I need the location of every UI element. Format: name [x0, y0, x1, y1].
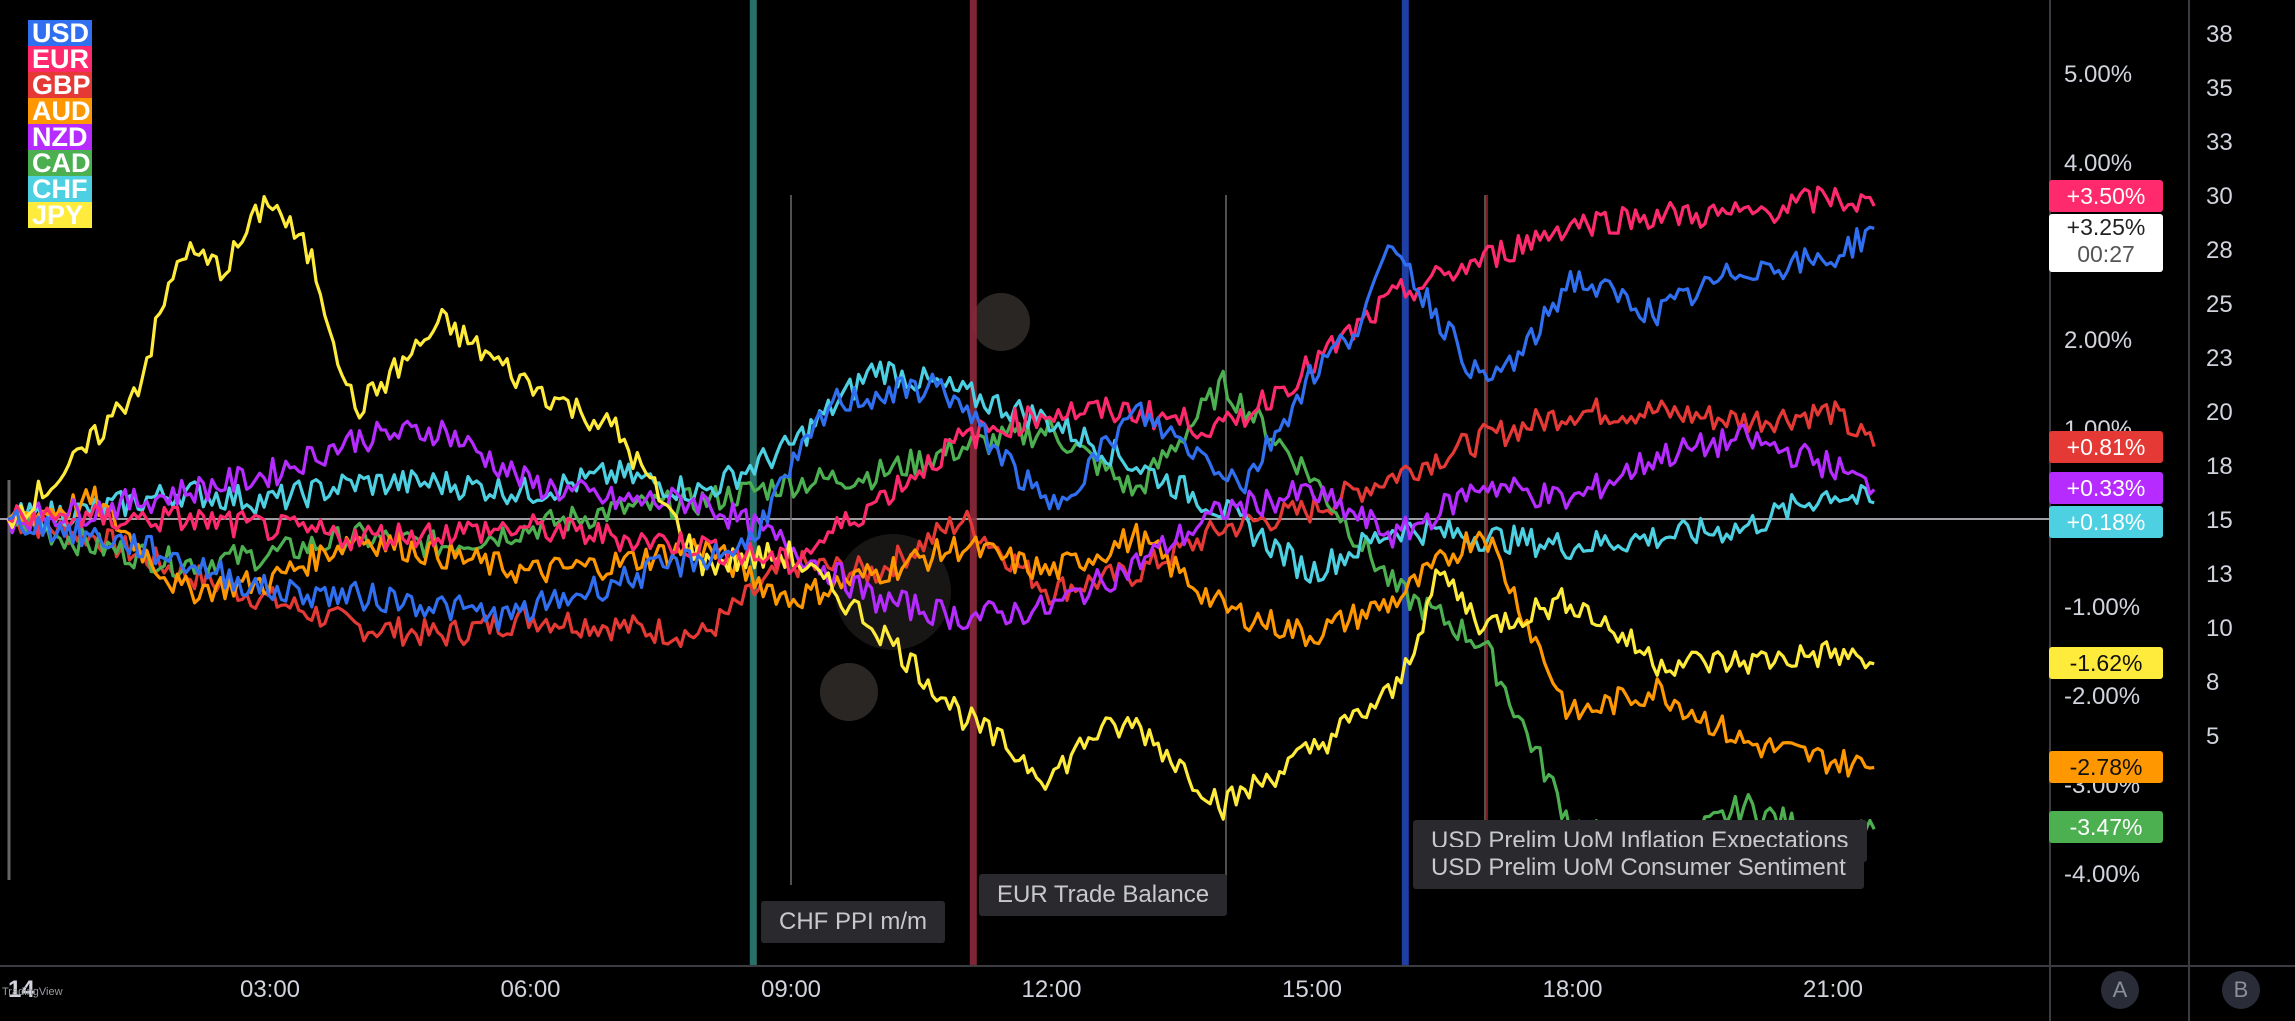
value-tag-chf: +0.18% — [2049, 506, 2163, 538]
series-line-gbp — [7, 397, 1876, 649]
legend-item-gbp[interactable]: GBP — [28, 72, 92, 99]
series-line-eur — [7, 185, 1876, 575]
y-tick-pct: 5.00% — [2064, 61, 2133, 88]
legend-item-jpy[interactable]: JPY — [28, 202, 92, 229]
event-label-1[interactable]: EUR Trade Balance — [979, 874, 1228, 916]
value-tag-gbp: +0.81% — [2049, 431, 2163, 463]
tradingview-watermark: TradingView — [2, 986, 63, 998]
y-tick-right: 33 — [2206, 129, 2233, 156]
legend-item-usd[interactable]: USD — [28, 20, 92, 47]
series-line-usd — [7, 225, 1875, 632]
y-tick-right: 5 — [2206, 723, 2220, 750]
y-tick-pct: -1.00% — [2064, 594, 2141, 621]
y-tick-pct: 2.00% — [2064, 327, 2133, 354]
y-tick-right: 35 — [2206, 75, 2233, 102]
y-tick-pct: -4.00% — [2064, 861, 2141, 888]
scale-a-button[interactable]: A — [2101, 971, 2139, 1009]
x-tick-label: 09:00 — [760, 976, 822, 1003]
value-tag-usd: +3.25% 00:27 — [2049, 214, 2163, 272]
chart-legend: USD EUR GBP AUD NZD CAD CHF JPY — [28, 20, 92, 229]
x-tick-label: 15:00 — [1281, 976, 1343, 1003]
scale-b-button[interactable]: B — [2222, 971, 2260, 1009]
y-tick-right: 38 — [2206, 21, 2233, 48]
value-tag-cad: -3.47% — [2049, 811, 2163, 843]
y-tick-right: 15 — [2206, 507, 2233, 534]
y-tick-right: 18 — [2206, 453, 2233, 480]
x-tick-label: 21:00 — [1802, 976, 1864, 1003]
legend-item-chf[interactable]: CHF — [28, 176, 92, 203]
event-label-0[interactable]: CHF PPI m/m — [761, 901, 945, 943]
value-tag-aud: -2.78% — [2049, 751, 2163, 783]
x-tick-label: 18:00 — [1542, 976, 1603, 1003]
y-tick-right: 10 — [2206, 615, 2233, 642]
y-tick-right: 8 — [2206, 669, 2220, 696]
y-tick-right: 13 — [2206, 561, 2233, 588]
x-start-label: 14 — [8, 976, 35, 1003]
legend-item-aud[interactable]: AUD — [28, 98, 92, 125]
event-line-0 — [749, 0, 757, 965]
legend-item-cad[interactable]: CAD — [28, 150, 92, 177]
y-tick-right: 28 — [2206, 237, 2233, 264]
series-line-jpy — [6, 195, 1875, 821]
y-tick-pct: 4.00% — [2064, 150, 2133, 177]
value-tag-jpy: -1.62% — [2049, 647, 2163, 679]
legend-item-nzd[interactable]: NZD — [28, 124, 92, 151]
y-tick-right: 30 — [2206, 183, 2233, 210]
x-tick-label: 03:00 — [239, 976, 301, 1003]
event-line-2 — [1401, 0, 1409, 965]
value-tag-eur: +3.50% — [2049, 180, 2163, 212]
x-tick-label: 06:00 — [500, 976, 561, 1003]
y-tick-right: 20 — [2206, 399, 2233, 426]
legend-item-eur[interactable]: EUR — [28, 46, 92, 73]
event-line-1 — [969, 0, 977, 965]
event-label-3[interactable]: USD Prelim UoM Consumer Sentiment — [1413, 847, 1864, 889]
series-line-aud — [7, 485, 1875, 778]
x-tick-label: 12:00 — [1021, 976, 1082, 1003]
series-line-nzd — [6, 419, 1876, 631]
value-tag-nzd: +0.33% — [2049, 472, 2163, 504]
y-tick-right: 23 — [2206, 345, 2233, 372]
y-tick-right: 25 — [2206, 291, 2233, 318]
y-tick-pct: -2.00% — [2064, 683, 2141, 710]
